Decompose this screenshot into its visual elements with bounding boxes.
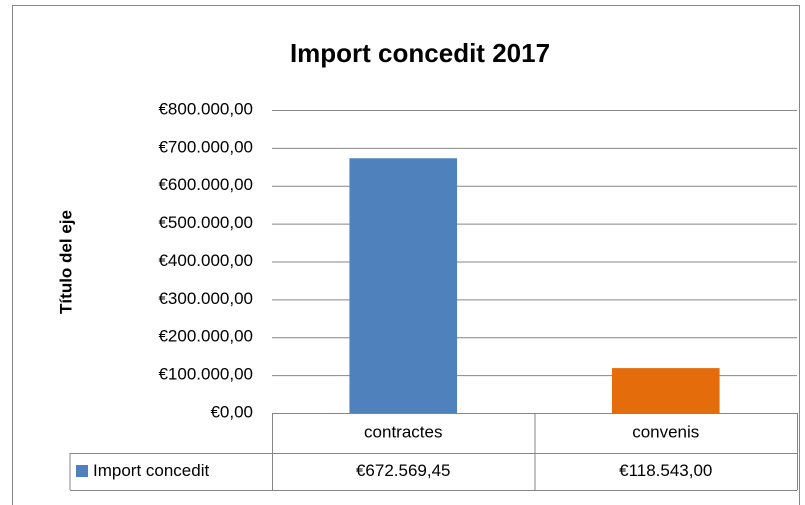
y-tick-label: €600.000,00 [158,175,253,194]
legend-key [76,465,88,477]
y-tick-label: €300.000,00 [158,289,253,308]
y-tick-label: €400.000,00 [158,251,253,270]
bar [611,368,720,413]
y-tick-label: €100.000,00 [158,365,253,384]
table-value: €672.569,45 [356,461,451,480]
chart-title: Import concedit 2017 [290,38,550,68]
legend-label: Import concedit [93,461,209,480]
table-value: €118.543,00 [619,461,712,480]
y-tick-label: €500.000,00 [158,213,253,232]
y-tick-label: €200.000,00 [158,327,253,346]
y-tick-label: €700.000,00 [158,137,253,156]
x-tick-label: contractes [364,422,442,441]
x-tick-label: convenis [632,422,699,441]
y-axis-title: Título del eje [56,210,75,314]
y-tick-label: €0,00 [210,402,253,421]
bar [349,158,458,413]
y-tick-label: €800.000,00 [158,99,253,118]
